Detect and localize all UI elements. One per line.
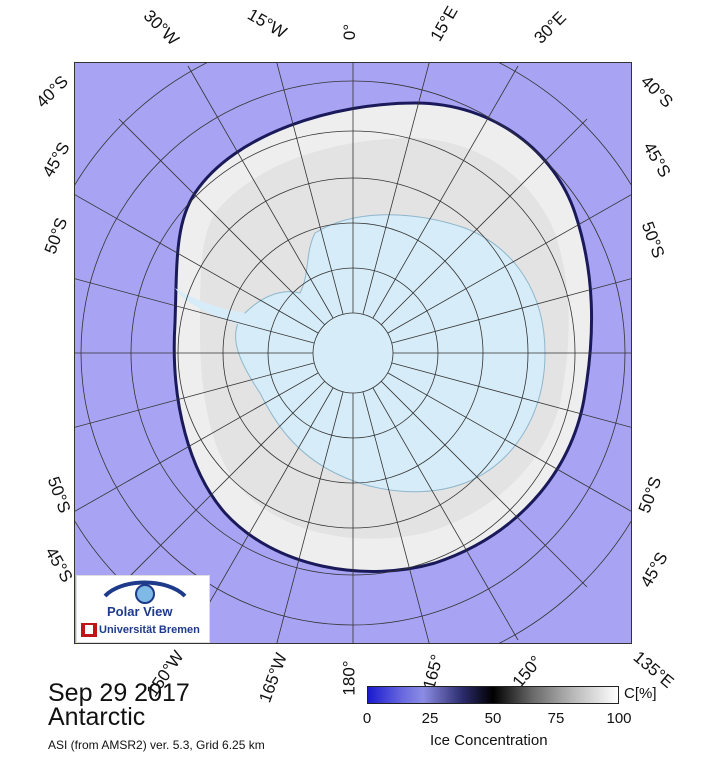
logo-title: Polar View <box>107 604 173 619</box>
lat-label-right-lower: 50°S <box>634 474 666 516</box>
product-info: ASI (from AMSR2) ver. 5.3, Grid 6.25 km <box>48 738 265 752</box>
lon-label-165w: 165°W <box>255 650 291 706</box>
colorbar-tick-0: 0 <box>362 710 372 727</box>
lon-label-30w: 30°W <box>139 6 183 50</box>
lon-label-0: 0° <box>340 23 360 41</box>
ice-concentration-colorbar <box>367 686 619 704</box>
map-region: Antarctic <box>48 703 146 731</box>
colorbar-label: Ice Concentration <box>430 732 548 749</box>
colorbar-tick-50: 50 <box>484 710 502 727</box>
lon-label-30e: 30°E <box>530 7 570 48</box>
lon-label-180: 180° <box>339 660 359 696</box>
polar-view-logo: Polar View Universität Bremen <box>76 575 210 643</box>
map-date: Sep 29 2017 <box>48 679 190 707</box>
lat-label-left-lower: 50°S <box>43 474 75 516</box>
eye-icon <box>103 580 187 604</box>
meridians <box>75 63 631 643</box>
lat-label-bottom-left: 45°S <box>41 543 77 586</box>
university-emblem-icon <box>81 623 97 637</box>
lon-label-15w: 15°W <box>244 4 290 43</box>
polar-stereographic-map <box>75 63 631 643</box>
colorbar-tick-100: 100 <box>606 710 632 727</box>
colorbar-tick-25: 25 <box>421 710 439 727</box>
lat-label-bottom-right: 45°S <box>636 548 672 591</box>
logo-subtitle: Universität Bremen <box>99 624 200 636</box>
lat-label-left-mid: 50°S <box>40 215 72 257</box>
sea-ice-map <box>74 62 632 644</box>
lat-label-right-mid: 50°S <box>637 219 669 261</box>
colorbar-unit: C[%] <box>624 685 657 702</box>
lat-label-right-upper: 45°S <box>639 138 675 181</box>
lat-label-left-upper: 45°S <box>38 138 74 181</box>
colorbar-tick-75: 75 <box>547 710 565 727</box>
lat-label-top-left: 40°S <box>32 71 72 112</box>
lat-label-top-right: 40°S <box>637 71 677 112</box>
lon-label-15e: 15°E <box>426 2 462 45</box>
